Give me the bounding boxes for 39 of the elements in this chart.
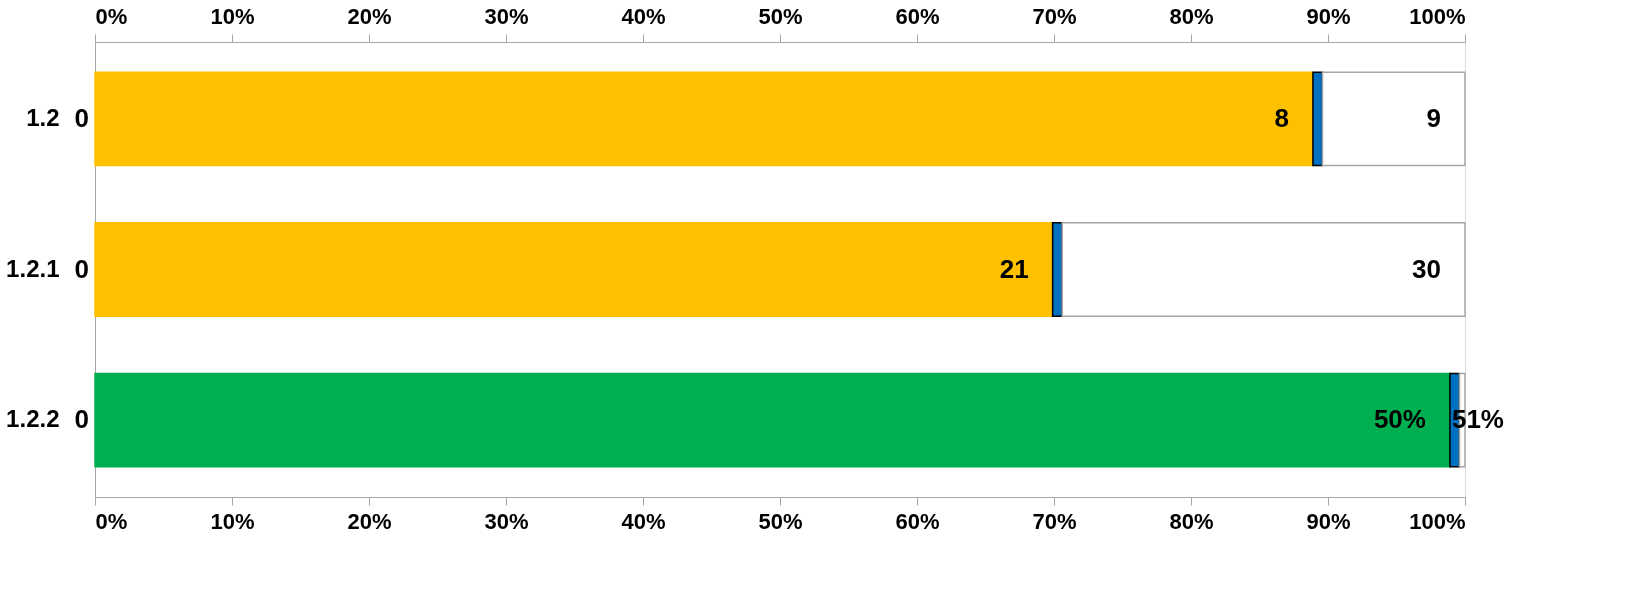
x2-tick-label: 10% xyxy=(210,508,255,534)
bar xyxy=(94,372,1451,468)
bar xyxy=(94,71,1314,167)
annotation: 0 xyxy=(74,102,89,133)
annotation: 50% xyxy=(1373,404,1426,435)
annotation: 0 xyxy=(74,404,89,435)
annotation: 0 xyxy=(74,253,89,284)
x-tick-label: 80% xyxy=(1169,3,1214,29)
x-tick-label: 100% xyxy=(1409,3,1466,29)
x-tick-label: 40% xyxy=(621,3,666,29)
x-tick-label: 10% xyxy=(210,3,255,29)
x-tick-label: 30% xyxy=(484,3,529,29)
x2-tick-label: 60% xyxy=(895,508,940,534)
x-tick-label: 90% xyxy=(1306,3,1351,29)
x2-tick-label: 50% xyxy=(758,508,803,534)
x2-tick-label: 20% xyxy=(347,508,392,534)
annotation: 9 xyxy=(1426,102,1441,133)
y-tick-label: 1.2.2 xyxy=(6,405,60,433)
x-tick-label: 70% xyxy=(1032,3,1077,29)
bar xyxy=(1061,222,1466,317)
annotation: 30 xyxy=(1412,253,1441,284)
x2-tick-label: 30% xyxy=(484,508,529,534)
annotation: 8 xyxy=(1274,102,1289,133)
x2-tick-label: 70% xyxy=(1032,508,1077,534)
x-tick-label: 60% xyxy=(895,3,940,29)
bar xyxy=(1312,71,1324,167)
bar xyxy=(1321,71,1466,167)
x2-tick-label: 90% xyxy=(1306,508,1351,534)
x-tick-label: 50% xyxy=(758,3,803,29)
annotation: 21 xyxy=(999,253,1029,284)
x2-tick-label: 40% xyxy=(621,508,666,534)
x-tick-label: 0% xyxy=(95,3,128,29)
x-tick-label: 20% xyxy=(347,3,392,29)
bar xyxy=(94,222,1054,317)
x2-tick-label: 100% xyxy=(1409,508,1466,534)
x2-tick-label: 80% xyxy=(1169,508,1214,534)
y-tick-label: 1.2.1 xyxy=(6,254,60,282)
y-tick-label: 1.2 xyxy=(26,103,60,131)
x2-tick-label: 0% xyxy=(95,508,128,534)
